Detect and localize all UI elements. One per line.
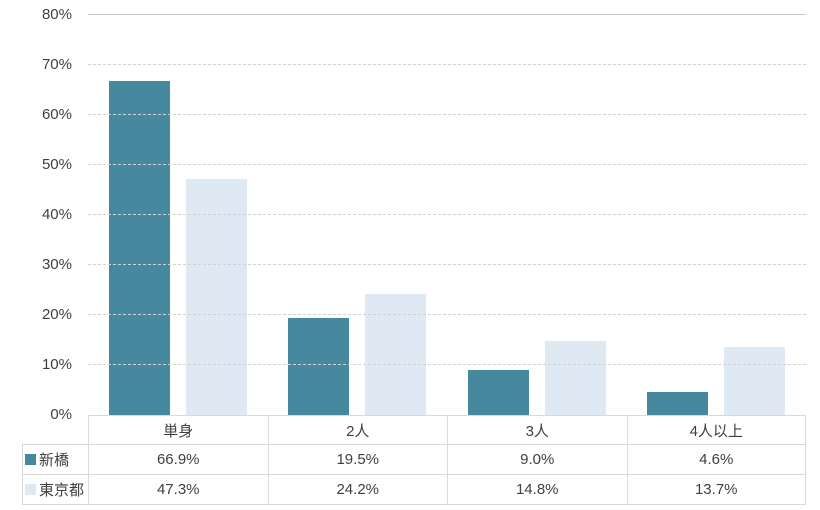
y-axis-tick-label: 70% <box>41 56 72 73</box>
table-value: 24.2% <box>267 475 447 505</box>
bar <box>185 178 247 415</box>
legend-swatch <box>25 484 36 495</box>
bar <box>108 80 170 415</box>
bar <box>647 392 709 415</box>
legend-swatch <box>25 454 36 465</box>
gridline <box>88 64 806 65</box>
table-value: 4.6% <box>626 445 806 475</box>
bar-group <box>88 15 268 415</box>
table-value: 9.0% <box>447 445 627 475</box>
y-axis-tick-label: 30% <box>41 256 72 273</box>
gridline <box>88 264 806 265</box>
category-header: 2人 <box>267 415 447 445</box>
gridline <box>88 314 806 315</box>
bar <box>467 370 529 415</box>
gridline <box>88 214 806 215</box>
bar <box>544 341 606 415</box>
plot-area <box>88 15 806 415</box>
legend-label: 東京都 <box>39 482 85 499</box>
table-value: 13.7% <box>626 475 806 505</box>
category-header: 3人 <box>447 415 627 445</box>
legend-item-series1: 新橋 <box>22 445 88 475</box>
gridline <box>88 14 806 15</box>
y-axis-tick-label: 50% <box>41 156 72 173</box>
y-axis-tick-label: 40% <box>41 206 72 223</box>
category-header: 4人以上 <box>626 415 806 445</box>
y-axis-tick-label: 0% <box>50 406 72 423</box>
table-value: 66.9% <box>88 445 268 475</box>
bar-group <box>268 15 448 415</box>
gridline <box>88 364 806 365</box>
bar <box>288 317 350 415</box>
table-value: 19.5% <box>267 445 447 475</box>
data-table: 単身 2人 3人 4人以上 新橋 66.9% 19.5% 9.0% 4.6% 東… <box>22 415 806 505</box>
y-axis-tick-label: 10% <box>41 356 72 373</box>
legend-label: 新橋 <box>39 452 70 469</box>
bar <box>365 294 427 415</box>
bar <box>724 346 786 415</box>
y-axis-tick-label: 80% <box>41 6 72 23</box>
table-corner-cell <box>22 415 88 445</box>
gridline <box>88 114 806 115</box>
table-value: 14.8% <box>447 475 627 505</box>
legend-item-series2: 東京都 <box>22 475 88 505</box>
table-value: 47.3% <box>88 475 268 505</box>
bar-group <box>627 15 807 415</box>
category-header: 単身 <box>88 415 268 445</box>
bar-group <box>447 15 627 415</box>
y-axis-tick-label: 60% <box>41 106 72 123</box>
gridline <box>88 164 806 165</box>
y-axis-tick-label: 20% <box>41 306 72 323</box>
